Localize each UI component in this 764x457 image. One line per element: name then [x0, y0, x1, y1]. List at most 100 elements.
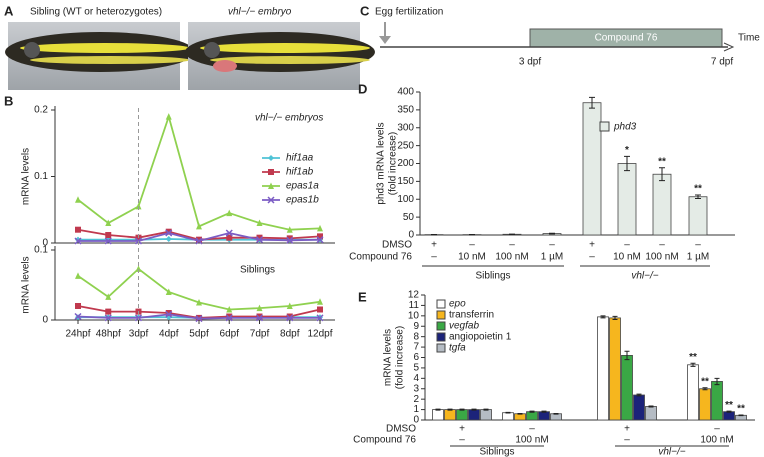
y-tick-label: 250 [397, 140, 414, 151]
significance: ** [689, 352, 697, 363]
y-tick-label: 0.2 [34, 105, 48, 116]
condition-value: – [624, 240, 630, 251]
marker [268, 182, 274, 189]
marker [75, 196, 81, 203]
condition-value: + [431, 240, 437, 251]
condition-value: 10 nM [613, 252, 641, 263]
condition-value: 10 nM [458, 252, 486, 263]
error-bar [636, 393, 642, 397]
marker [286, 313, 293, 320]
panel-label: B [4, 93, 13, 108]
marker [226, 313, 233, 320]
condition-value: – [549, 240, 555, 251]
panel-label: C [360, 3, 370, 18]
condition-value: 100 nM [645, 252, 678, 263]
marker [165, 229, 173, 237]
panel-label: A [4, 3, 14, 18]
marker [225, 314, 233, 322]
marker [105, 308, 112, 315]
marker [256, 234, 263, 241]
significance: ** [694, 184, 702, 195]
x-tick-label: 6dpf [220, 329, 240, 340]
legend-swatch [436, 299, 446, 309]
marker [105, 232, 112, 239]
y-tick-label: 0.1 [34, 245, 48, 256]
bar [633, 394, 645, 421]
y-tick-label: 5 [413, 363, 419, 374]
marker [75, 303, 81, 309]
y-axis-label: (fold increase) [395, 326, 406, 389]
y-tick-label: 0 [42, 315, 48, 326]
y-tick-label: 3 [413, 383, 419, 394]
y-tick-label: 6 [413, 352, 419, 363]
marker [317, 306, 323, 313]
marker [165, 228, 172, 235]
x-tick-label: 4dpf [159, 329, 179, 340]
x-tick-label: 48hpf [96, 329, 121, 340]
marker [226, 306, 233, 313]
error-bar [447, 408, 453, 411]
condition-value: – [509, 240, 515, 251]
marker [286, 235, 293, 242]
timeline-mark: 3 dpf [519, 57, 541, 68]
chart-title: vhl−/− embryos [255, 113, 323, 124]
bar [699, 388, 711, 421]
y-axis-label: phd3 mRNA levels [376, 122, 387, 204]
legend-label: epas1a [286, 181, 319, 192]
marker [286, 236, 294, 244]
timeline-axis-label: Time [738, 33, 760, 44]
y-tick-label: 10 [408, 310, 420, 321]
significance: ** [701, 376, 709, 387]
x-tick-label: 3dpf [129, 329, 149, 340]
x-tick-label: 8dpf [280, 329, 300, 340]
bar [597, 316, 609, 421]
marker [226, 209, 233, 217]
bar [468, 409, 480, 421]
marker [196, 236, 202, 243]
condition-label: DMSO [386, 424, 416, 435]
bar [550, 413, 562, 421]
significance: ** [658, 156, 666, 167]
error-bar [541, 410, 547, 413]
image-caption: Sibling (WT or heterozygotes) [30, 7, 162, 18]
marker [165, 310, 172, 316]
error-bar [529, 410, 535, 413]
bar [502, 412, 514, 421]
bar [538, 411, 550, 421]
legend-swatch [436, 310, 446, 320]
bar [432, 409, 444, 421]
fish-image [5, 22, 195, 90]
y-tick-label: 7 [413, 342, 419, 353]
marker [165, 288, 172, 295]
condition-value: 100 nM [495, 252, 528, 263]
bar [582, 102, 602, 236]
marker [286, 226, 293, 233]
marker [75, 272, 81, 279]
chart-title: Siblings [240, 265, 275, 276]
marker [317, 233, 323, 240]
timeline-arrow [723, 42, 735, 52]
condition-value: 100 nM [515, 435, 548, 446]
y-tick-label: 9 [413, 321, 419, 332]
marker [268, 155, 274, 161]
marker [256, 304, 263, 312]
arrow-head [379, 36, 391, 44]
error-bar [483, 408, 489, 411]
bar [480, 409, 492, 421]
condition-value: – [624, 435, 630, 446]
marker [196, 222, 202, 230]
condition-value: + [624, 424, 630, 435]
marker [74, 237, 82, 245]
y-axis-label: mRNA levels [21, 148, 32, 205]
significance: * [625, 145, 629, 156]
legend-label: hif1aa [286, 153, 314, 164]
significance: ** [737, 404, 745, 415]
condition-value: 100 nM [700, 435, 733, 446]
y-tick-label: 11 [409, 300, 420, 311]
bar [723, 411, 735, 421]
y-tick-label: 1 [413, 404, 419, 415]
y-tick-label: 50 [403, 212, 415, 223]
bar [617, 163, 637, 236]
marker [286, 302, 293, 309]
x-tick-label: 24hpf [65, 329, 90, 340]
